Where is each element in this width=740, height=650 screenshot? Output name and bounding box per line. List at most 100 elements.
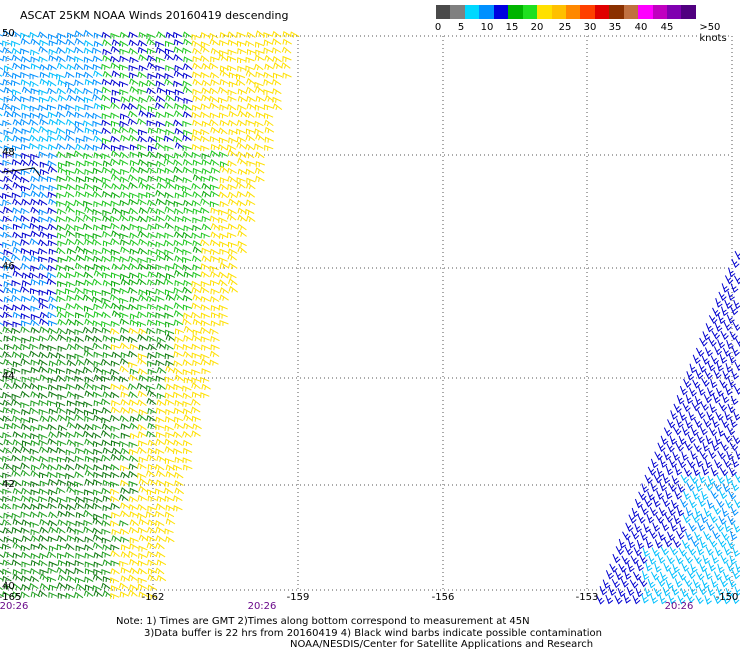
wind-barb: [75, 184, 85, 191]
wind-barb: [12, 503, 22, 510]
wind-barb: [65, 183, 76, 191]
wind-barb: [84, 206, 94, 213]
wind-barb: [129, 343, 140, 350]
wind-barb: [200, 232, 210, 239]
wind-barb: [255, 30, 265, 37]
wind-barb: [164, 145, 174, 152]
wind-barb: [2, 462, 13, 470]
wind-barb: [109, 327, 120, 335]
wind-barb: [65, 592, 75, 599]
wind-barb: [11, 54, 22, 62]
wind-barb: [210, 231, 220, 239]
pass-time-left: 20:26: [0, 601, 29, 612]
wind-barb: [120, 278, 131, 286]
wind-barb: [683, 378, 692, 388]
wind-barb: [722, 347, 732, 357]
wind-barb: [730, 506, 739, 517]
wind-barb: [182, 231, 192, 239]
wind-barb: [281, 46, 292, 54]
wind-barb: [263, 47, 273, 54]
wind-barb: [20, 495, 31, 502]
wind-barb: [120, 536, 130, 543]
wind-barb: [38, 559, 48, 567]
wind-barb: [638, 491, 647, 501]
wind-barb: [192, 55, 202, 62]
wind-barb: [705, 546, 714, 556]
wind-barb: [725, 587, 734, 598]
wind-barb: [65, 238, 76, 245]
wind-barb: [147, 407, 157, 415]
wind-barb: [74, 167, 84, 175]
wind-barb: [164, 312, 174, 319]
wind-barb: [39, 161, 49, 168]
wind-barb: [647, 491, 655, 501]
wind-barb: [200, 263, 211, 270]
wind-barb: [685, 531, 693, 541]
wind-barb: [172, 448, 183, 455]
wind-barb: [64, 191, 75, 198]
wind-barb: [200, 103, 210, 110]
wind-barb: [92, 573, 103, 581]
wind-barb: [228, 278, 238, 286]
wind-barb: [66, 318, 76, 326]
wind-barb: [38, 302, 49, 309]
wind-barb: [111, 207, 122, 214]
wind-barb: [147, 593, 157, 600]
wind-barb: [717, 314, 726, 325]
wind-barb: [147, 463, 158, 470]
wind-barb: [110, 544, 120, 551]
scale-label: 45: [660, 22, 674, 33]
wind-barb: [182, 312, 193, 319]
wind-barb: [118, 125, 129, 133]
wind-barb: [83, 463, 93, 471]
wind-barb: [101, 369, 111, 376]
wind-barb: [0, 266, 4, 269]
wind-barb: [129, 159, 140, 167]
wind-barb: [245, 134, 256, 142]
wind-barb: [173, 246, 184, 254]
wind-barb: [110, 432, 120, 440]
wind-barb: [74, 536, 84, 543]
wind-barb: [20, 295, 31, 302]
wind-barb: [38, 112, 48, 120]
wind-barb: [2, 455, 12, 463]
wind-barb: [129, 151, 139, 158]
wind-barb: [254, 63, 264, 71]
wind-barb: [101, 406, 112, 414]
wind-barb: [218, 312, 228, 319]
wind-barb: [128, 361, 138, 368]
wind-barb: [137, 472, 147, 479]
wind-barb: [155, 41, 165, 48]
wind-barb: [2, 120, 12, 127]
wind-barb: [681, 562, 690, 572]
wind-barb: [191, 430, 201, 437]
wind-barb: [602, 579, 611, 589]
wind-barb: [93, 152, 103, 159]
wind-barb: [29, 416, 39, 423]
wind-barb: [11, 192, 21, 199]
wind-barb: [92, 440, 103, 448]
wind-barb: [200, 32, 210, 39]
wind-barb: [128, 441, 138, 448]
lon-label-159: -159: [286, 592, 310, 603]
wind-barb: [118, 40, 129, 47]
wind-barb: [56, 327, 67, 335]
wind-barb: [93, 351, 103, 358]
wind-barb: [30, 503, 40, 510]
wind-barb: [218, 137, 229, 144]
wind-barb: [733, 523, 740, 533]
wind-barb: [673, 514, 682, 525]
wind-barb: [74, 225, 84, 232]
wind-barb: [110, 191, 121, 199]
wind-barb: [155, 551, 166, 558]
wind-barb: [147, 439, 158, 447]
wind-barb: [682, 514, 691, 524]
scale-swatch: [493, 5, 509, 19]
wind-barb: [120, 432, 130, 439]
wind-barb: [676, 418, 684, 428]
scale-label: 0: [434, 22, 442, 33]
wind-barb: [173, 239, 183, 247]
wind-barb: [92, 542, 103, 549]
wind-barb: [209, 215, 220, 222]
wind-barb: [47, 87, 57, 95]
